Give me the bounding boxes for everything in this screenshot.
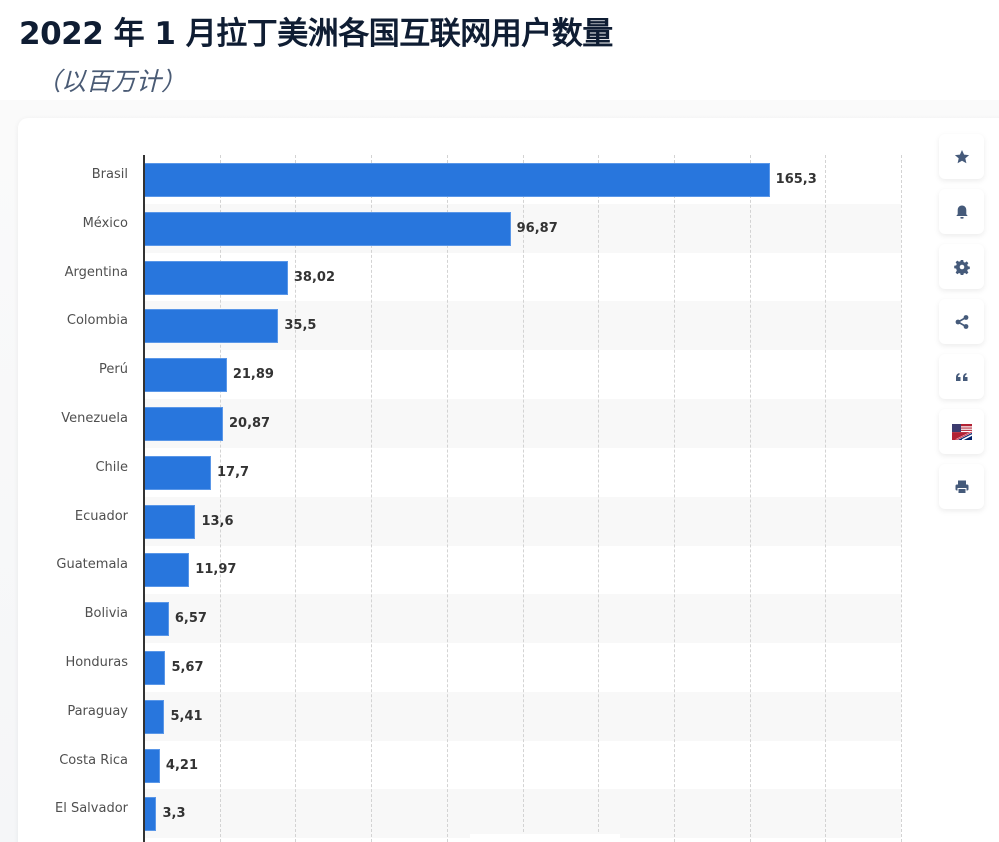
page-title: 2022 年 1 月拉丁美洲各国互联网用户数量 xyxy=(19,16,613,52)
quote-icon xyxy=(955,372,967,381)
gridline xyxy=(749,155,751,842)
bar[interactable] xyxy=(144,260,288,295)
us-uk-flag-icon xyxy=(951,423,972,440)
bar[interactable] xyxy=(144,309,279,344)
value-label: 11,97 xyxy=(195,562,237,578)
gridline xyxy=(825,155,827,842)
category-label: Costa Rica xyxy=(59,752,128,768)
gridline xyxy=(598,155,600,842)
bar[interactable] xyxy=(144,407,223,441)
bar[interactable] xyxy=(144,455,211,490)
category-label: Chile xyxy=(95,459,128,475)
bar[interactable] xyxy=(144,211,511,246)
bar[interactable] xyxy=(144,699,165,734)
value-label: 17,7 xyxy=(216,464,250,480)
value-label: 6,57 xyxy=(174,611,207,627)
category-label: Paraguay xyxy=(67,703,128,719)
page-subtitle: （以百万计） xyxy=(36,67,187,96)
gridline xyxy=(371,155,373,842)
bar[interactable] xyxy=(144,553,190,588)
notification-button[interactable] xyxy=(939,189,984,234)
category-label: Perú xyxy=(99,362,128,378)
bell-icon xyxy=(955,205,968,219)
bar[interactable] xyxy=(144,748,160,783)
category-label: Colombia xyxy=(66,313,128,329)
value-label: 38,02 xyxy=(293,269,336,285)
print-button[interactable] xyxy=(939,464,984,509)
value-label: 13,6 xyxy=(201,513,234,529)
favorite-button[interactable] xyxy=(939,134,984,179)
share-button[interactable] xyxy=(939,299,984,344)
gear-icon xyxy=(953,259,970,275)
category-label: México xyxy=(82,215,128,231)
value-label: 5,41 xyxy=(170,708,203,724)
side-toolbar xyxy=(939,134,984,519)
language-button[interactable] xyxy=(939,409,984,454)
bar[interactable] xyxy=(144,358,227,393)
gridline xyxy=(522,155,524,842)
gridline xyxy=(901,155,902,842)
settings-button[interactable] xyxy=(939,244,984,289)
category-label: Brasil xyxy=(91,167,128,182)
value-label: 5,67 xyxy=(171,660,204,675)
category-label: Honduras xyxy=(65,655,128,670)
bar[interactable] xyxy=(144,163,770,197)
category-label: Guatemala xyxy=(56,557,128,573)
share-icon xyxy=(955,314,968,329)
value-label: 96,87 xyxy=(516,220,558,236)
value-label: 21,89 xyxy=(232,367,274,383)
value-label: 4,21 xyxy=(165,757,198,773)
gridline xyxy=(295,155,297,842)
bar[interactable] xyxy=(144,504,196,539)
value-label: 20,87 xyxy=(228,416,271,431)
value-label: 35,5 xyxy=(284,318,317,334)
category-label: Bolivia xyxy=(84,606,128,622)
gridline xyxy=(219,155,221,842)
gridline xyxy=(446,155,448,842)
gridline xyxy=(673,155,675,842)
category-label: Argentina xyxy=(64,264,128,280)
bar[interactable] xyxy=(144,602,169,637)
y-axis-line xyxy=(143,155,145,842)
category-label: Venezuela xyxy=(61,411,128,426)
star-icon xyxy=(954,149,969,163)
value-label: 3,3 xyxy=(162,806,186,822)
printer-icon xyxy=(955,480,968,494)
bar[interactable] xyxy=(144,797,157,832)
value-label: 165,3 xyxy=(775,172,817,187)
bar[interactable] xyxy=(144,651,166,685)
cite-button[interactable] xyxy=(939,354,984,399)
chart-footer-peek xyxy=(470,834,620,842)
category-label: Ecuador xyxy=(74,508,128,524)
category-label: El Salvador xyxy=(55,801,128,817)
